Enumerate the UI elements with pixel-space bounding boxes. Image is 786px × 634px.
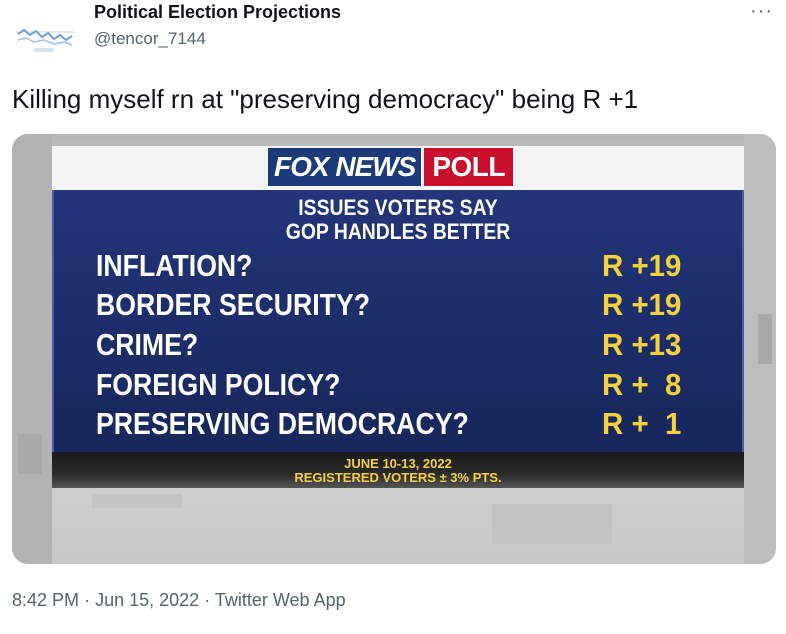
poll-dates: JUNE 10-13, 2022 [344,456,452,471]
tweet-text: Killing myself rn at "preserving democra… [12,84,639,114]
tweet-date[interactable]: Jun 15, 2022 [95,590,200,610]
poll-subtitle-line2: GOP HANDLES BETTER [285,219,511,244]
tweet-source[interactable]: Twitter Web App [214,590,346,610]
poll-footer-bar: JUNE 10-13, 2022 REGISTERED VOTERS ± 3% … [52,452,744,488]
issue-margin: R +19 [602,287,682,322]
more-options-icon[interactable]: ··· [750,0,773,22]
tweet-media-image[interactable]: FOX NEWS POLL ISSUES VOTERS SAY GOP HAND… [12,134,776,564]
newsroom-background [12,134,776,564]
map-chart-icon [14,4,76,60]
tweet-time[interactable]: 8:42 PM [12,590,80,610]
issue-margin: R + 1 [602,406,682,441]
poll-margin-of-error: REGISTERED VOTERS ± 3% PTS. [294,470,502,485]
issue-label: FOREIGN POLICY? [96,367,341,402]
issue-label: CRIME? [96,327,199,362]
fox-news-poll-logo: FOX NEWS POLL [268,148,514,186]
tweet-metadata: 8:42 PM · Jun 15, 2022 · Twitter Web App [12,590,346,611]
poll-results-panel: ISSUES VOTERS SAY GOP HANDLES BETTER INF… [52,190,744,452]
issue-label: BORDER SECURITY? [96,287,371,322]
issue-margin: R + 8 [602,367,682,402]
issue-margin: R +19 [602,248,682,283]
issue-label: PRESERVING DEMOCRACY? [96,406,469,441]
meta-separator: · [84,590,91,610]
author-name[interactable]: Political Election Projections [94,2,342,22]
poll-logo-text: POLL [424,148,514,186]
issue-label: INFLATION? [96,248,253,283]
meta-separator: · [204,590,211,610]
poll-subtitle-line1: ISSUES VOTERS SAY [298,195,498,220]
issue-margin: R +13 [602,327,682,362]
avatar[interactable] [14,4,76,60]
author-handle[interactable]: @tencor_7144 [94,29,206,48]
fox-news-logo-text: FOX NEWS [268,148,422,186]
